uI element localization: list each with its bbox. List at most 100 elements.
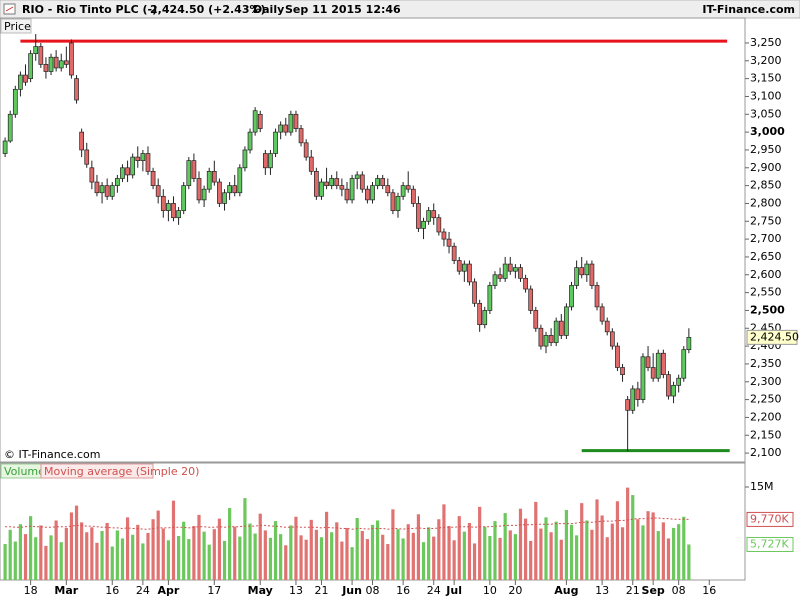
volume-bar (472, 543, 477, 580)
last-value-label: 5,727K (750, 537, 789, 550)
y-tick-label: 2,300 (750, 375, 782, 388)
x-tick-label: 08 (366, 584, 380, 597)
candle-body (303, 142, 309, 158)
candle-body (319, 181, 324, 197)
candle-body (584, 263, 590, 276)
candle-body (191, 160, 197, 179)
volume-bar (626, 487, 630, 580)
volume-bar (207, 544, 211, 580)
candle-body (130, 156, 136, 176)
volume-bar (406, 524, 410, 580)
candle-body (262, 153, 268, 169)
candle-body (431, 210, 437, 219)
volume-bar (202, 531, 206, 580)
candle-body (99, 185, 105, 194)
candle-body (314, 170, 319, 197)
x-tick-label: 24 (427, 584, 441, 597)
volume-bar (575, 535, 579, 580)
candle-body (89, 167, 95, 183)
volume-bar (559, 539, 563, 580)
volume-bar (682, 516, 686, 580)
x-tick-label: 10 (483, 584, 497, 597)
candle-body (283, 124, 289, 133)
volume-bar (437, 519, 441, 580)
candle-body (538, 327, 544, 347)
y-tick-label: 3,100 (750, 89, 782, 102)
volume-bar (447, 526, 451, 580)
y-tick-label: 2,900 (750, 161, 782, 174)
volume-bar (355, 517, 359, 580)
candle-body (426, 210, 431, 222)
volume-bar (534, 501, 538, 580)
candle-body (43, 64, 49, 72)
candle-body (666, 374, 671, 397)
last-price-label: 2,424.50 (750, 330, 799, 343)
candle-body (410, 188, 416, 204)
volume-bar (462, 531, 466, 580)
volume-bar (3, 544, 7, 580)
candle-body (569, 285, 574, 308)
candle-body (145, 153, 151, 172)
volume-bar (529, 540, 533, 580)
volume-bar (513, 534, 517, 580)
candle-body (125, 167, 130, 176)
candle-body (201, 188, 207, 201)
volume-bar (340, 541, 344, 580)
volume-bar (90, 527, 94, 580)
volume-bar (554, 521, 558, 580)
volume-bar (29, 516, 33, 580)
y-tick-label: 15M (750, 480, 774, 493)
volume-bar (478, 506, 482, 580)
y-tick-label: 2,800 (750, 196, 782, 209)
y-tick-label: 3,000 (750, 125, 785, 138)
candle-body (2, 140, 8, 154)
candle-body (79, 131, 84, 151)
volume-bar (314, 529, 318, 580)
candle-body (467, 263, 472, 283)
y-tick-label: 3,200 (750, 54, 782, 67)
volume-bar (564, 509, 569, 580)
candle-body (487, 285, 493, 311)
candle-body (594, 285, 600, 308)
candle-body (635, 388, 641, 400)
y-tick-label: 2,650 (750, 250, 782, 263)
y-tick-label: 2,250 (750, 393, 782, 406)
candle-body (38, 46, 44, 65)
volume-bar (217, 518, 222, 580)
volume-bar (309, 519, 313, 580)
candle-body (497, 274, 503, 279)
last-value-label: 9,770K (750, 512, 789, 525)
volume-bar (228, 508, 232, 580)
quote: 2,424.50 (+2.43%) (150, 3, 266, 16)
volume-bar (273, 521, 278, 580)
candle-body (686, 337, 692, 351)
candle-body (69, 42, 74, 76)
volume-bar (176, 535, 181, 580)
candle-body (599, 306, 605, 322)
candle-body (380, 178, 386, 186)
volume-bar (8, 529, 12, 580)
candle-body (288, 113, 294, 133)
candle-body (492, 274, 498, 286)
volume-bar (580, 503, 584, 580)
candle-body (645, 356, 651, 368)
candle-body (196, 178, 202, 201)
volume-bar (49, 535, 53, 580)
x-tick-label: Sep (642, 584, 665, 597)
x-tick-label: Mar (54, 584, 78, 597)
candle-body (513, 267, 518, 272)
x-tick-label: Jul (445, 584, 462, 597)
y-tick-label: 2,850 (750, 179, 782, 192)
volume-bar (248, 523, 252, 580)
volume-bar (279, 534, 283, 580)
volume-bar (411, 532, 415, 580)
candle-body (359, 174, 365, 190)
x-tick-label: 13 (595, 584, 609, 597)
brand: IT-Finance.com (702, 3, 795, 16)
candle-body (247, 131, 253, 151)
candle-body (395, 195, 401, 211)
volume-bar (620, 527, 625, 580)
candle-body (661, 352, 666, 375)
volume-bar (671, 527, 676, 580)
